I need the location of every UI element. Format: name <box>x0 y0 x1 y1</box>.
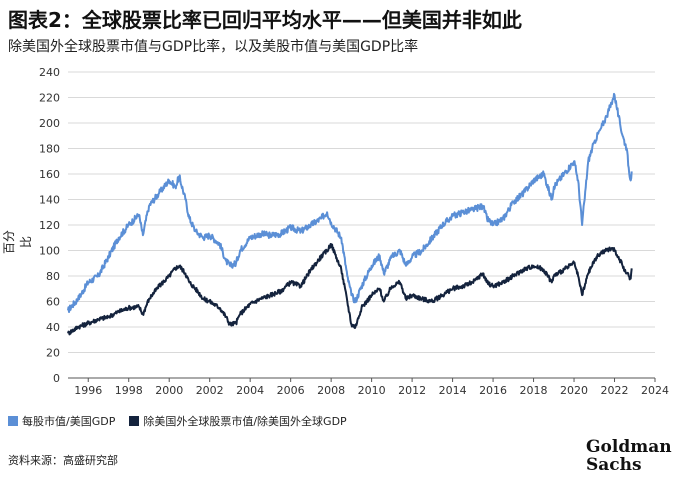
x-tick-label: 2010 <box>358 384 386 397</box>
x-tick-label: 2002 <box>196 384 224 397</box>
legend-label-ex-us: 除美国外全球股票市值/除美国外全球GDP <box>143 415 347 428</box>
x-tick-label: 2000 <box>155 384 183 397</box>
y-tick-label: 240 <box>39 66 60 79</box>
series-line-ex-us <box>67 243 633 336</box>
legend-label-us: 每股市值/美国GDP <box>22 415 116 428</box>
gridlines <box>68 71 656 382</box>
x-tick-label: 2004 <box>236 384 264 397</box>
y-tick-label: 180 <box>39 143 60 156</box>
x-tick-label: 2016 <box>479 384 507 397</box>
x-tick-labels: 1996 1998 2000 2002 2004 2006 2008 2010 2012 2014… <box>74 384 669 397</box>
x-tick-label: 2020 <box>560 384 588 397</box>
y-tick-label: 80 <box>46 270 60 283</box>
legend-item-us: 每股市值/美国GDP <box>8 413 115 429</box>
y-tick-label: 120 <box>39 219 60 232</box>
y-tick-labels: 0 20 40 60 80 100 120 140 160 180 200 220 240 <box>39 66 60 385</box>
y-tick-label: 160 <box>39 168 60 181</box>
chart-subtitle: 除美国外全球股票市值与GDP比率，以及美股市值与美国GDP比率 <box>8 39 419 55</box>
x-tick-label: 2006 <box>277 384 305 397</box>
x-tick-label: 2008 <box>317 384 345 397</box>
y-tick-label: 100 <box>39 245 60 258</box>
source-note: 资料来源：高盛研究部 <box>8 454 118 467</box>
legend-swatch-ex-us <box>129 416 140 426</box>
x-tick-label: 2024 <box>641 384 669 397</box>
logo-line-1: Goldman <box>586 437 672 457</box>
x-tick-label: 1998 <box>115 384 143 397</box>
chart-title: 图表2：全球股票比率已回归平均水平——但美国并非如此 <box>8 8 522 32</box>
y-tick-label: 20 <box>46 347 60 360</box>
x-tick-label: 2014 <box>439 384 467 397</box>
y-tick-label: 60 <box>46 296 60 309</box>
x-tick-label: 1996 <box>74 384 102 397</box>
legend: 每股市值/美国GDP 除美国外全球股票市值/除美国外全球GDP <box>8 413 347 429</box>
y-tick-label: 200 <box>39 117 60 130</box>
y-tick-label: 40 <box>46 321 60 334</box>
x-tick-label: 2012 <box>398 384 426 397</box>
legend-item-ex-us: 除美国外全球股票市值/除美国外全球GDP <box>129 413 347 429</box>
logo-line-2: Sachs <box>586 455 642 475</box>
goldman-sachs-logo: Goldman Sachs <box>586 438 672 474</box>
x-tick-label: 2022 <box>601 384 629 397</box>
legend-swatch-us <box>8 416 18 426</box>
y-tick-label: 0 <box>53 372 60 385</box>
y-tick-label: 140 <box>39 194 60 207</box>
series-line-us <box>67 92 633 313</box>
x-tick-label: 2018 <box>520 384 548 397</box>
series-lines <box>67 92 633 336</box>
y-tick-label: 220 <box>39 92 60 105</box>
